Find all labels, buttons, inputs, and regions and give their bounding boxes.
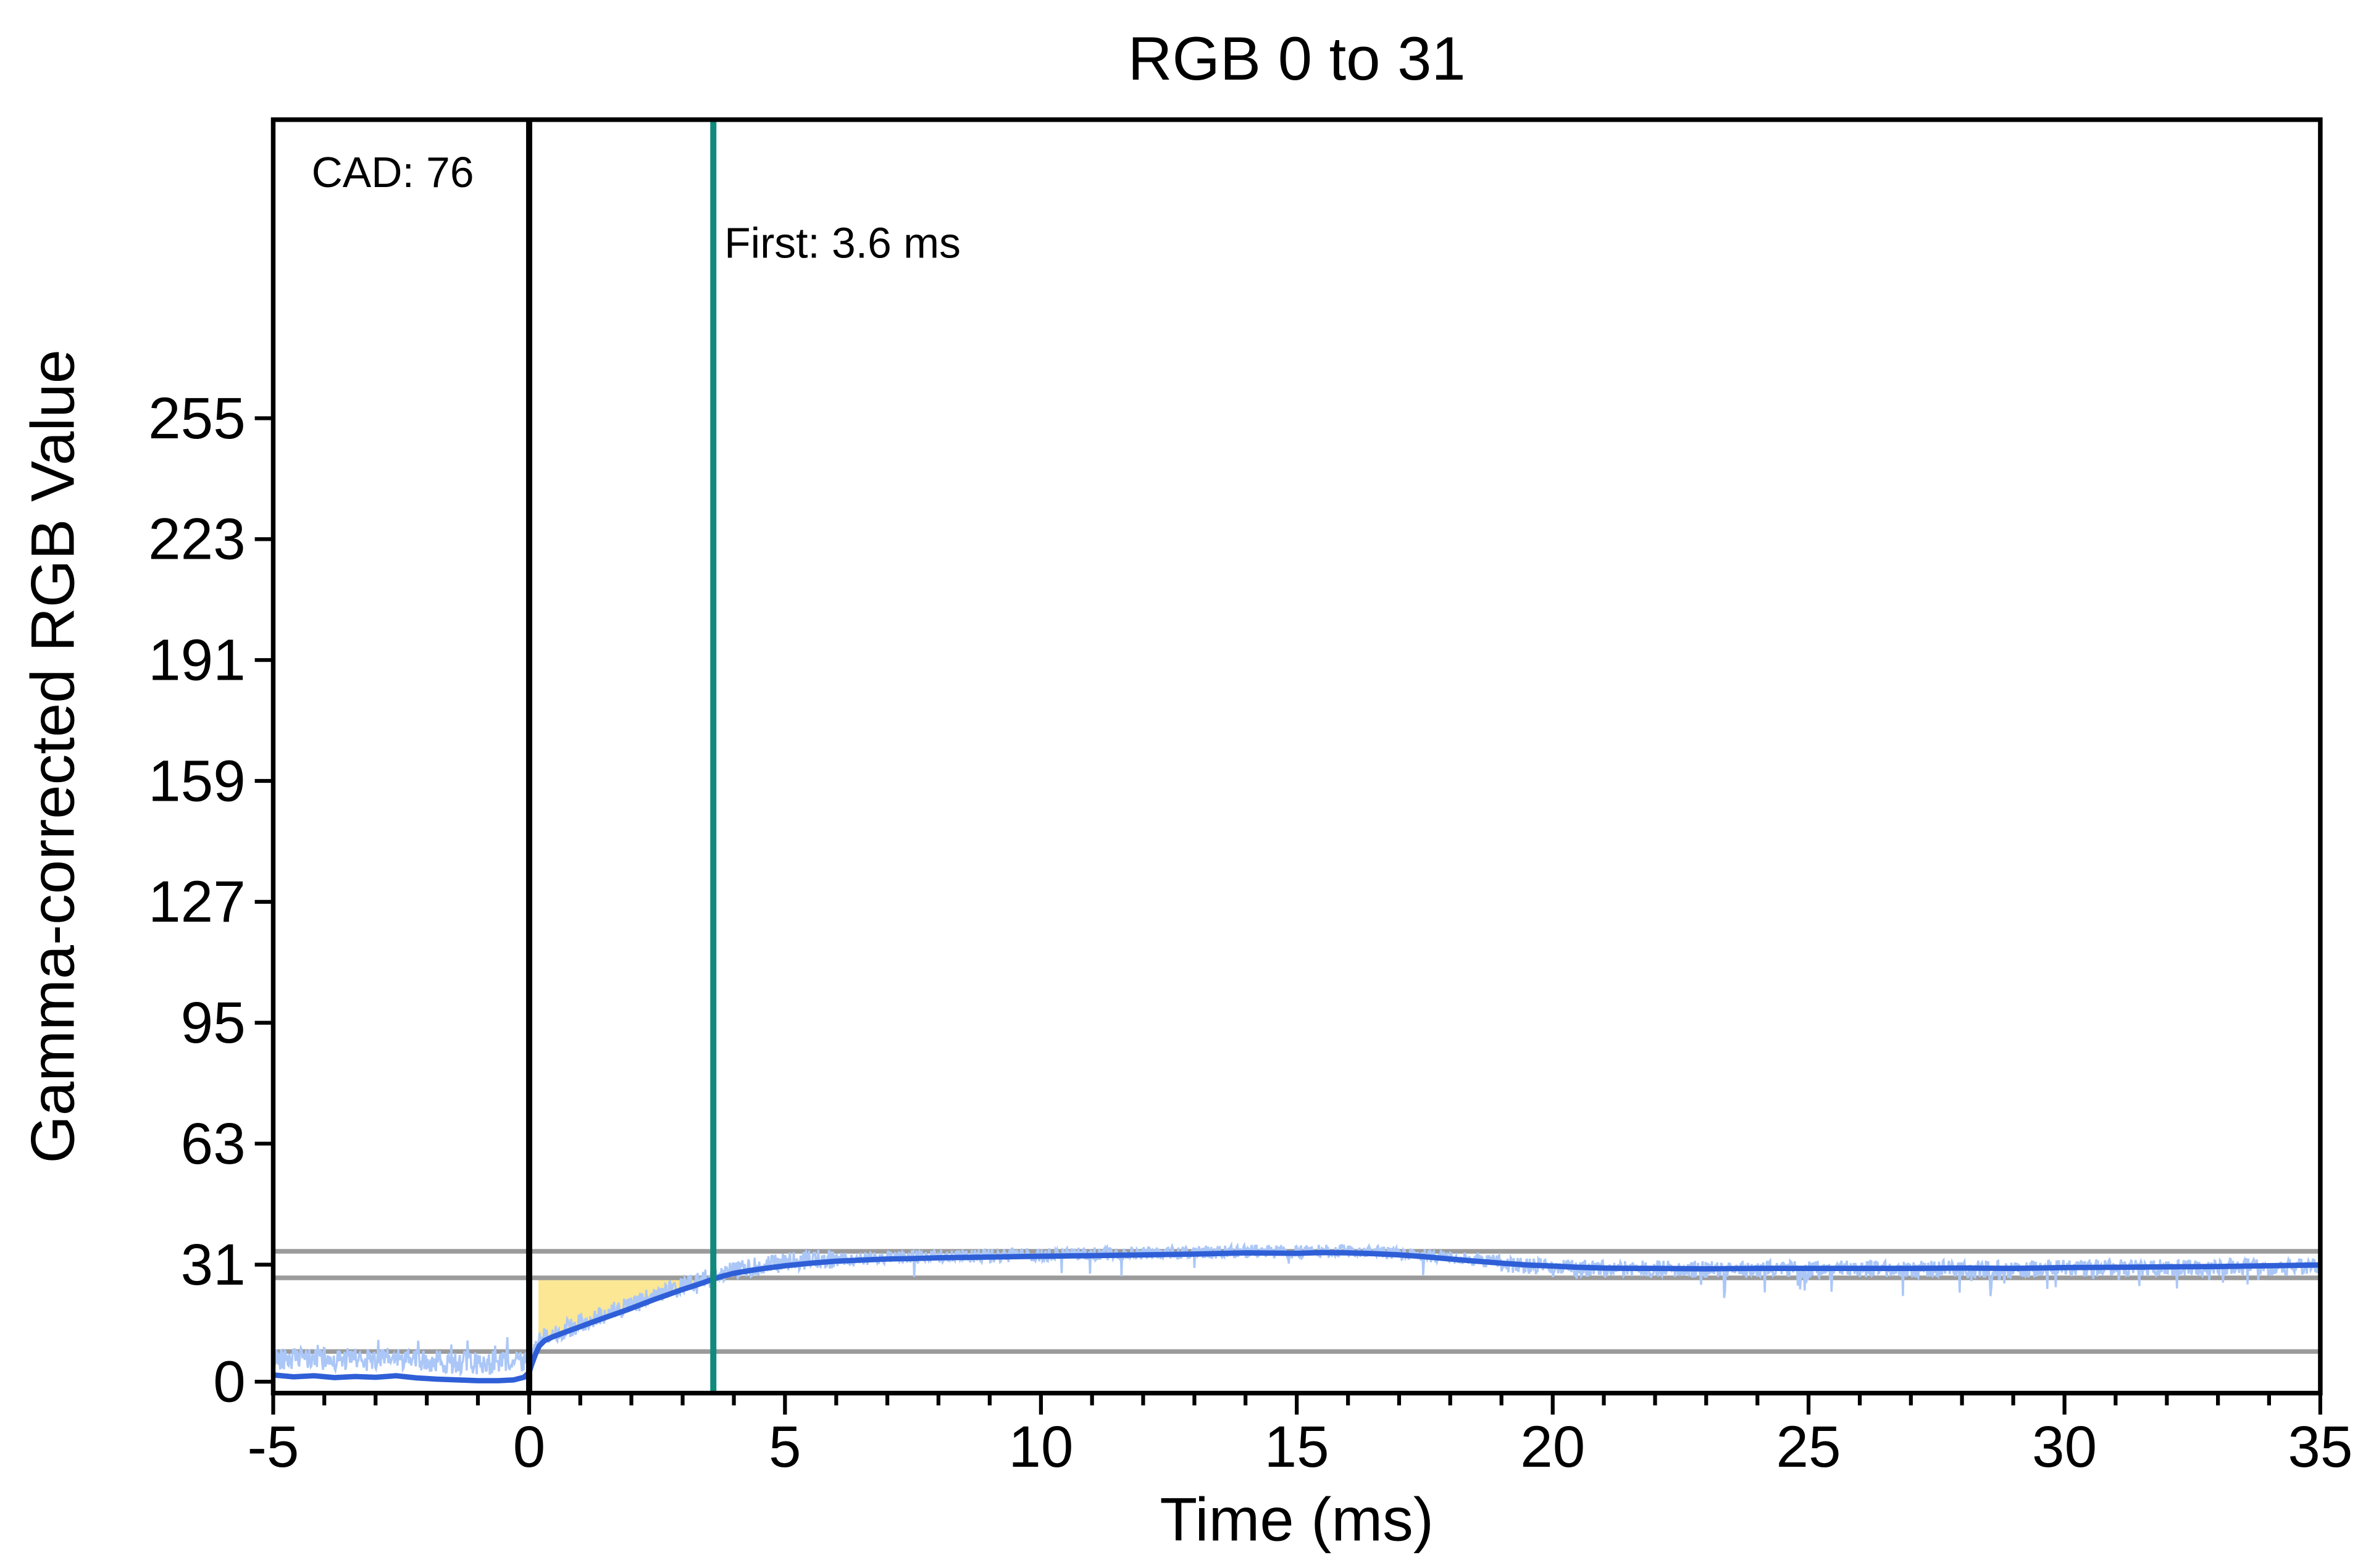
y-axis-ticks: 0 31 63 95 127 159 191 223 255 [148,386,274,1415]
response-area-polygon [538,1278,714,1348]
chart-title: RGB 0 to 31 [1128,25,1466,93]
smoothed-trace-line [273,1249,2320,1383]
y-tick-label: 127 [148,870,246,935]
y-tick-label: 63 [181,1112,246,1177]
first-response-annotation: First: 3.6 ms [724,219,961,267]
y-tick-label: 255 [148,386,246,451]
x-tick-label: 25 [1776,1415,1841,1480]
response-area-fill [538,1278,714,1348]
cad-annotation: CAD: 76 [312,148,474,196]
y-axis-label: Gamma-corrected RGB Value [19,349,87,1164]
x-tick-label: 0 [513,1415,546,1480]
plot-border [270,117,2323,1396]
event-marker-lines [526,119,717,1393]
x-tick-label: 15 [1265,1415,1329,1480]
y-tick-label: 0 [213,1350,246,1415]
x-tick-label: -5 [247,1415,299,1480]
x-tick-label: 20 [1520,1415,1585,1480]
x-tick-label: 10 [1008,1415,1073,1480]
x-tick-label: 5 [769,1415,801,1480]
plot-background [273,119,2320,1393]
x-axis-label: Time (ms) [1160,1485,1434,1554]
y-tick-label: 159 [148,749,246,814]
y-tick-label: 223 [148,507,246,572]
x-tick-label: 35 [2288,1415,2352,1480]
x-tick-label: 30 [2032,1415,2097,1480]
y-tick-label: 31 [181,1233,246,1298]
y-tick-label: 95 [181,991,246,1056]
smoothed-response-trace [273,1249,2320,1383]
y-tick-label: 191 [148,628,246,693]
x-axis-ticks: -5 0 5 10 15 20 25 30 35 [247,1393,2352,1480]
